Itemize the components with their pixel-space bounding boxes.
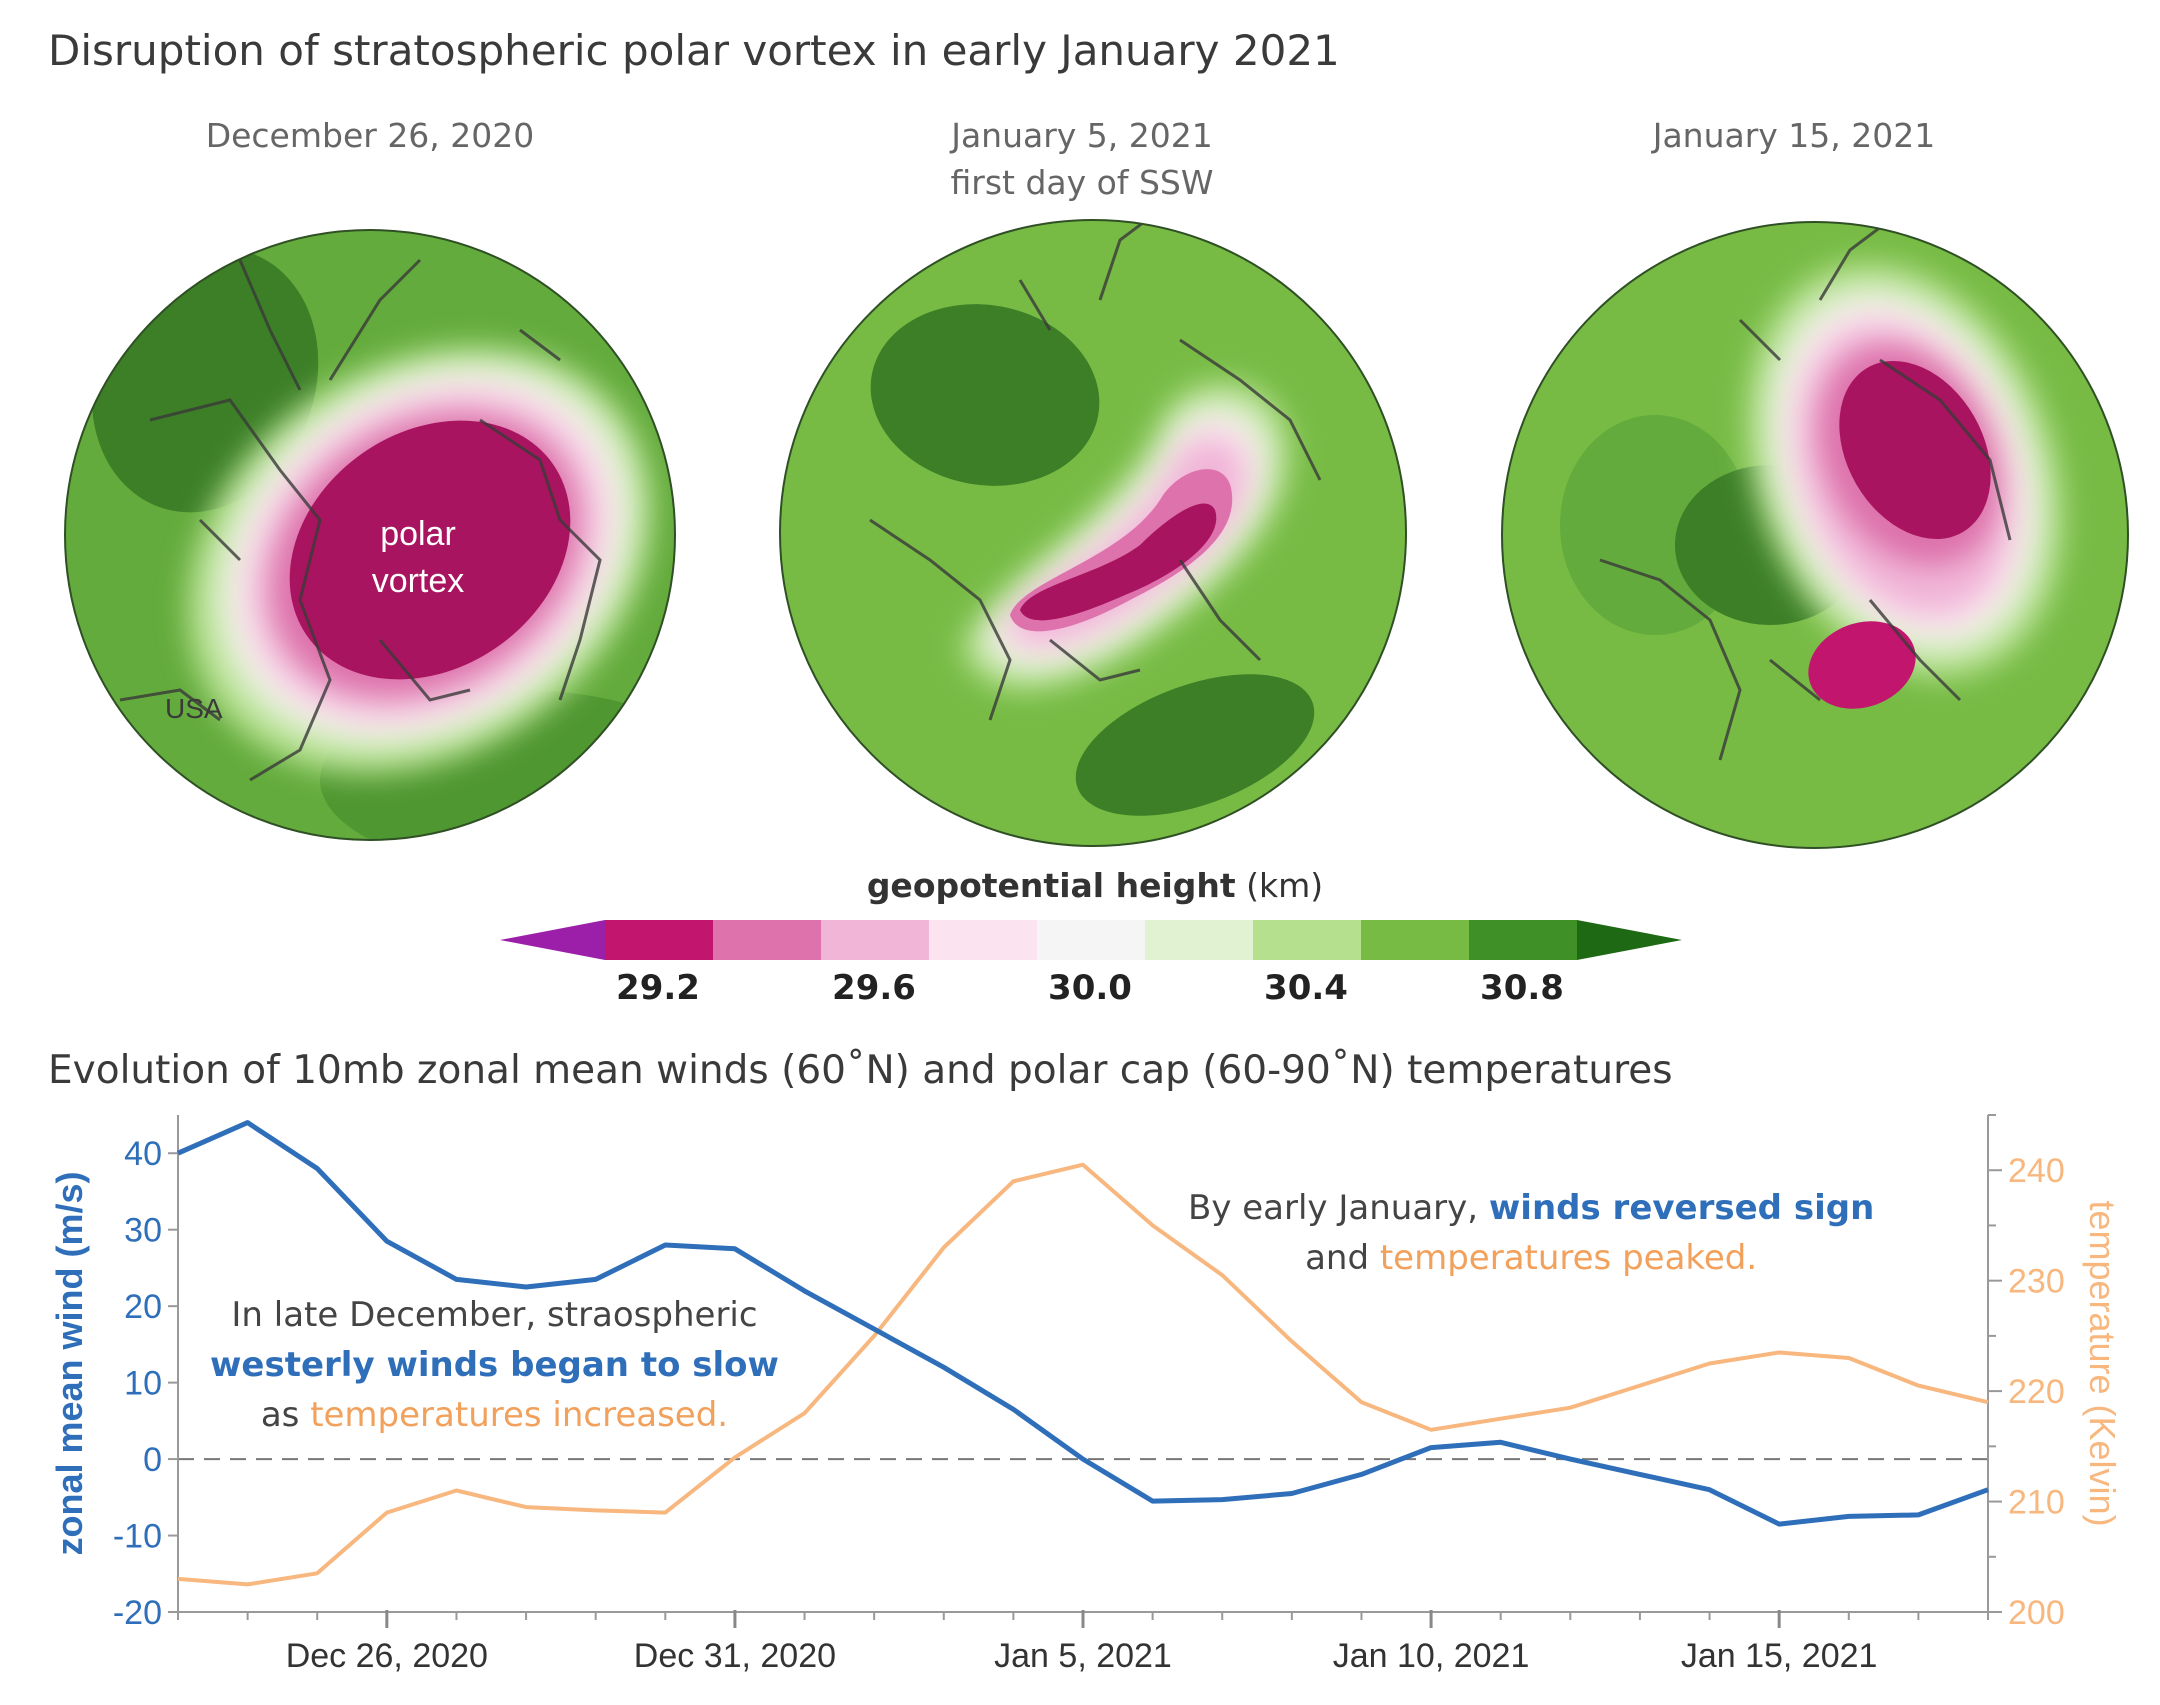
colorbar-segment — [929, 920, 1037, 960]
y-axis-left-label: zonal mean wind (m/s) — [49, 1171, 90, 1555]
colorbar-title-main: geopotential height — [866, 866, 1236, 905]
colorbar — [500, 920, 1682, 960]
y-left-tick-label: -20 — [113, 1594, 162, 1632]
colorbar-max-arrow — [1577, 920, 1682, 960]
colorbar-tick-3: 30.0 — [1048, 968, 1132, 1008]
figure-title: Disruption of stratospheric polar vortex… — [48, 26, 1340, 75]
annotation-2-line-1a: By early January, — [1188, 1188, 1489, 1228]
annotation-2-line-2a: and — [1305, 1238, 1380, 1278]
map-1-label-polar: polar — [380, 515, 456, 553]
colorbar-segment — [1469, 920, 1577, 960]
map-dec-26 — [65, 230, 675, 840]
colorbar-segment — [1361, 920, 1469, 960]
map-jan-5 — [780, 220, 1406, 846]
colorbar-tick-4: 30.4 — [1264, 968, 1348, 1008]
y-right-tick-label: 210 — [2008, 1484, 2065, 1522]
colorbar-title-unit: (km) — [1246, 866, 1324, 905]
annotation-1-line-2: westerly winds began to slow — [210, 1345, 779, 1385]
annotation-1-line-3b: temperatures increased. — [310, 1395, 729, 1435]
polar-maps: polar vortex USA — [64, 219, 2129, 960]
annotation-2-line-2: and temperatures peaked. — [1188, 1233, 1874, 1283]
annotation-2-line-1b: winds reversed sign — [1488, 1188, 1875, 1228]
annotation-1-line-3: as temperatures increased. — [210, 1390, 779, 1440]
chart-title: Evolution of 10mb zonal mean winds (60˚N… — [48, 1048, 1673, 1093]
colorbar-segment — [1037, 920, 1145, 960]
temperature-line — [177, 1162, 1989, 1587]
colorbar-segment — [1253, 920, 1361, 960]
x-tick-label: Jan 15, 2021 — [1681, 1637, 1878, 1675]
y-right-tick-label: 230 — [2008, 1263, 2065, 1301]
map-1-label-vortex: vortex — [372, 562, 465, 600]
colorbar-segment — [1145, 920, 1253, 960]
annotation-2-line-2b: temperatures peaked. — [1379, 1238, 1758, 1278]
colorbar-min-arrow — [500, 920, 605, 960]
colorbar-title: geopotential height (km) — [500, 866, 1690, 905]
map-3-date: January 15, 2021 — [1652, 116, 1936, 155]
y-left-tick-label: -10 — [113, 1518, 162, 1556]
map-2-date: January 5, 2021 — [951, 116, 1213, 155]
colorbar-tick-2: 29.6 — [832, 968, 916, 1008]
y-right-tick-label: 200 — [2008, 1594, 2065, 1632]
annotation-late-december: In late December, straospheric westerly … — [210, 1290, 779, 1440]
colorbar-segment — [605, 920, 713, 960]
colorbar-segment — [713, 920, 821, 960]
zonal-wind-line — [176, 1120, 1989, 1527]
annotation-2-line-1: By early January, winds reversed sign — [1188, 1183, 1874, 1233]
y-left-tick-label: 20 — [124, 1288, 162, 1326]
map-1-title: December 26, 2020 — [60, 112, 680, 159]
y-left-tick-label: 10 — [124, 1365, 162, 1403]
y-right-tick-label: 220 — [2008, 1373, 2065, 1411]
map-jan-15 — [1502, 222, 2128, 848]
colorbar-tick-5: 30.8 — [1480, 968, 1564, 1008]
y-left-tick-label: 30 — [124, 1212, 162, 1250]
map-3-title: January 15, 2021 — [1484, 112, 2104, 159]
x-tick-label: Dec 26, 2020 — [286, 1637, 488, 1675]
annotation-early-january: By early January, winds reversed sign an… — [1188, 1183, 1874, 1283]
x-tick-label: Jan 5, 2021 — [994, 1637, 1172, 1675]
map-2-note: first day of SSW — [950, 163, 1214, 202]
y-left-tick-label: 0 — [143, 1441, 162, 1479]
x-tick-label: Dec 31, 2020 — [634, 1637, 836, 1675]
map-1-date: December 26, 2020 — [205, 116, 535, 155]
y-left-tick-label: 40 — [124, 1135, 162, 1173]
map-2-title: January 5, 2021 first day of SSW — [772, 112, 1392, 206]
annotation-1-line-3a: as — [260, 1395, 311, 1435]
map-1-label-usa: USA — [165, 693, 223, 724]
colorbar-tick-1: 29.2 — [616, 968, 700, 1008]
colorbar-segment — [821, 920, 929, 960]
annotation-1-line-1: In late December, straospheric — [231, 1295, 758, 1335]
y-axis-right-label: temperature (Kelvin) — [2082, 1200, 2123, 1526]
y-right-tick-label: 240 — [2008, 1152, 2065, 1190]
x-tick-label: Jan 10, 2021 — [1333, 1637, 1530, 1675]
